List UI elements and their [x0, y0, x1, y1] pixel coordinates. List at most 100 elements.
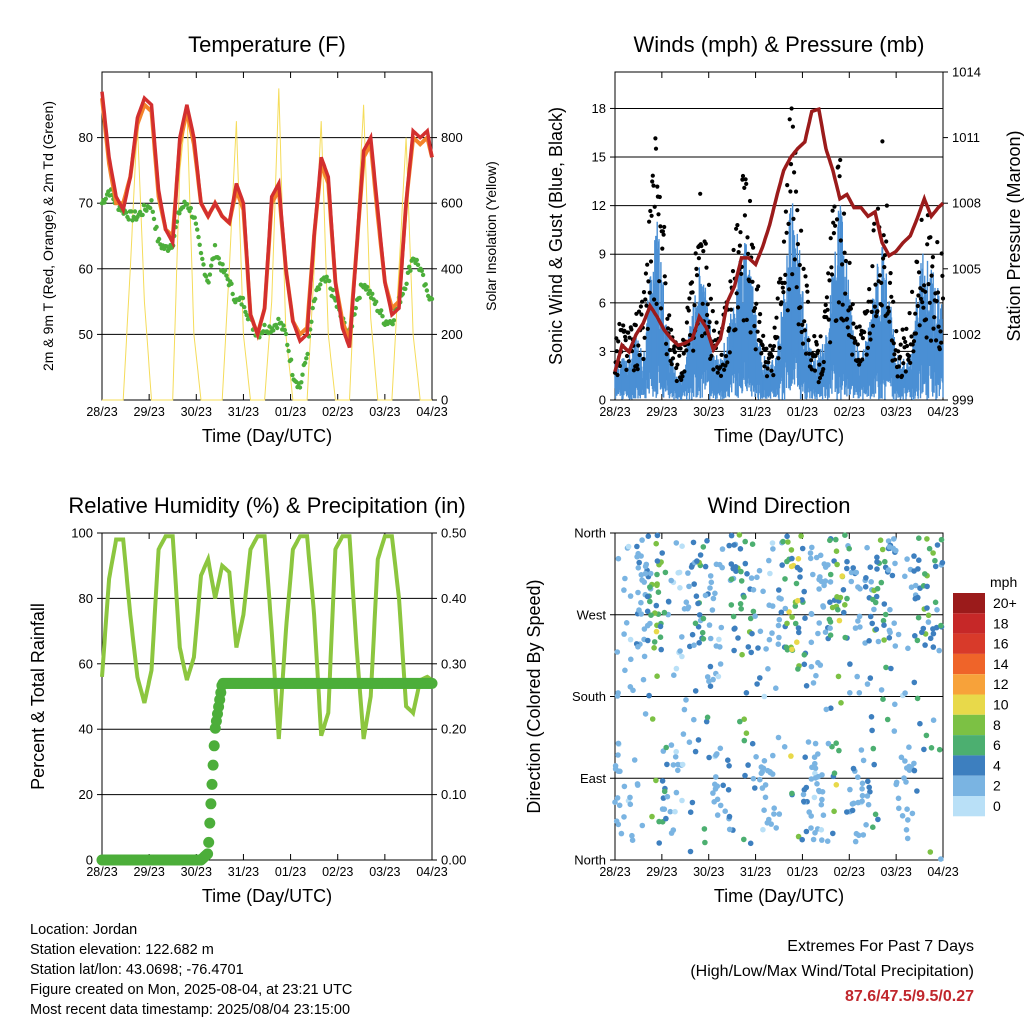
gust-point	[762, 364, 767, 369]
gust-point	[775, 296, 780, 301]
direction-point	[641, 653, 648, 660]
direction-point	[628, 656, 634, 663]
gust-point	[681, 351, 686, 356]
direction-point	[930, 550, 936, 556]
legend-label: 18	[993, 615, 1009, 631]
dewpoint-point	[132, 209, 138, 214]
direction-point	[748, 575, 755, 581]
gust-point	[805, 299, 811, 304]
gust-point	[639, 312, 644, 317]
direction-point	[888, 665, 894, 672]
direction-point	[677, 585, 683, 591]
gust-point	[660, 229, 666, 234]
gust-point	[759, 351, 764, 356]
direction-point	[760, 588, 766, 595]
direction-point	[692, 688, 699, 694]
direction-point	[752, 785, 758, 791]
direction-point	[801, 588, 807, 595]
direction-point	[794, 639, 800, 645]
location-text: Location: Jordan	[30, 922, 138, 938]
direction-point	[891, 728, 898, 734]
gust-point	[757, 319, 762, 325]
direction-point	[846, 545, 852, 552]
direction-point	[827, 619, 834, 625]
direction-point	[707, 683, 714, 689]
gust-point	[637, 352, 642, 358]
dewpoint-point	[154, 224, 159, 230]
direction-point	[672, 754, 679, 760]
direction-point	[743, 690, 750, 696]
dewpoint-point	[391, 318, 397, 323]
gust-point	[913, 331, 919, 336]
direction-point	[639, 577, 645, 583]
gust-point	[785, 308, 790, 313]
direction-point	[848, 578, 855, 585]
panel-1: 28/23 29/23 30/23 31/23 01/23 02/23 03/23 04/23…	[40, 32, 499, 446]
gust-point	[901, 361, 906, 366]
direction-point	[762, 794, 769, 801]
direction-point	[757, 675, 763, 681]
direction-point	[827, 632, 834, 638]
y-tick-label: 18	[592, 101, 606, 116]
direction-point	[639, 537, 645, 543]
direction-point	[654, 582, 660, 589]
direction-point	[788, 753, 794, 759]
direction-point	[881, 637, 887, 643]
dewpoint-point	[324, 274, 329, 279]
gust-point	[843, 291, 848, 296]
direction-point	[914, 637, 921, 644]
gust-point	[778, 276, 783, 281]
gust-point	[664, 341, 669, 346]
direction-point	[784, 533, 790, 540]
gust-point	[623, 338, 628, 343]
direction-point	[867, 613, 874, 620]
gust-point	[783, 209, 789, 214]
gust-point	[723, 354, 729, 359]
direction-point	[878, 687, 885, 693]
dewpoint-point	[216, 256, 221, 261]
direction-point	[667, 808, 674, 815]
gust-point	[701, 249, 706, 254]
direction-point	[874, 585, 881, 592]
gust-point	[662, 274, 667, 279]
direction-point	[686, 583, 692, 590]
direction-point	[769, 630, 775, 636]
direction-point	[636, 607, 642, 613]
direction-point	[856, 832, 862, 839]
direction-point	[905, 645, 911, 652]
figure: 28/23 29/23 30/23 31/23 01/23 02/23 03/23 04/23…	[28, 32, 1024, 906]
gust-point	[833, 223, 838, 228]
gust-point	[804, 283, 809, 288]
latlon-text: Station lat/lon: 43.0698; -76.4701	[30, 962, 244, 978]
series-dewpoint	[99, 187, 435, 390]
gust-point	[940, 273, 945, 278]
direction-point	[892, 643, 899, 649]
y2-tick-label: 0.30	[441, 656, 466, 671]
dewpoint-point	[353, 305, 358, 311]
gust-point	[753, 347, 758, 352]
gust-point	[776, 356, 781, 361]
direction-point	[783, 644, 790, 651]
direction-point	[693, 593, 700, 599]
dewpoint-point	[365, 284, 370, 290]
gust-point	[743, 177, 748, 182]
direction-point	[847, 690, 853, 696]
gust-point	[936, 324, 941, 329]
legend-label: 8	[993, 717, 1001, 733]
direction-point	[883, 664, 889, 671]
gust-point	[880, 139, 885, 144]
gust-point	[920, 300, 925, 305]
gust-point	[679, 377, 684, 382]
direction-point	[621, 631, 627, 637]
direction-point	[622, 667, 628, 674]
extremes-subtitle: (High/Low/Max Wind/Total Precipitation)	[690, 963, 974, 980]
x-tick-label: 01/23	[275, 865, 306, 879]
gust-point	[916, 270, 922, 275]
direction-point	[700, 636, 707, 642]
direction-point	[797, 574, 803, 580]
y-tick-label: 6	[599, 295, 606, 310]
dewpoint-point	[188, 205, 193, 211]
gust-point	[831, 220, 836, 225]
direction-point	[939, 559, 946, 566]
gust-point	[646, 279, 651, 284]
